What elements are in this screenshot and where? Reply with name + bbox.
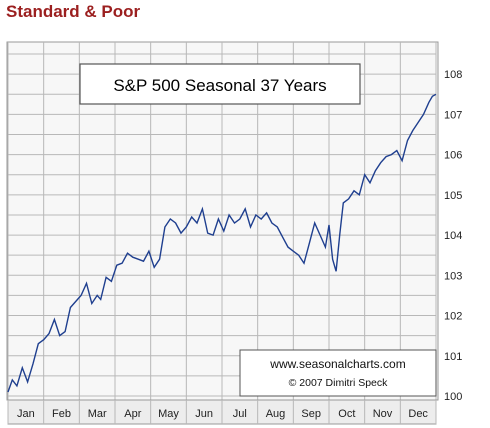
x-tick-label: May bbox=[158, 408, 179, 420]
y-tick-label: 103 bbox=[444, 270, 462, 282]
y-tick-label: 101 bbox=[444, 351, 462, 363]
x-tick-label: Jul bbox=[233, 408, 247, 420]
x-tick-label: Oct bbox=[338, 408, 355, 420]
x-tick-label: Nov bbox=[373, 408, 393, 420]
x-tick-label: Feb bbox=[52, 408, 71, 420]
x-tick-label: Aug bbox=[266, 408, 286, 420]
y-tick-label: 105 bbox=[444, 190, 462, 202]
x-axis-ticks: Jan Feb Mar Apr May Jun Jul Aug Sep Oct Nov Dec bbox=[17, 408, 428, 420]
chart-title: S&P 500 Seasonal 37 Years bbox=[113, 76, 326, 95]
y-tick-label: 108 bbox=[444, 69, 462, 81]
credit-author: © 2007 Dimitri Speck bbox=[289, 377, 389, 389]
y-tick-label: 102 bbox=[444, 311, 462, 323]
x-tick-label: Dec bbox=[408, 408, 428, 420]
x-axis-band bbox=[7, 399, 437, 425]
y-tick-label: 104 bbox=[444, 230, 462, 242]
y-tick-label: 100 bbox=[444, 391, 462, 403]
series-line bbox=[7, 93, 437, 393]
x-tick-label: Apr bbox=[124, 408, 141, 420]
credit-url: www.seasonalcharts.com bbox=[269, 357, 405, 371]
page-title: Standard & Poor bbox=[6, 2, 141, 21]
y-axis-ticks: 100 101 102 103 104 105 106 107 108 bbox=[444, 69, 462, 403]
x-tick-label: Sep bbox=[301, 408, 321, 420]
x-tick-label: Jan bbox=[17, 408, 35, 420]
chart-title-box bbox=[79, 63, 361, 105]
x-tick-label: Jun bbox=[195, 408, 213, 420]
y-tick-label: 106 bbox=[444, 150, 462, 162]
y-tick-label: 107 bbox=[444, 109, 462, 121]
credit-box bbox=[239, 349, 437, 397]
x-tick-label: Mar bbox=[88, 408, 107, 420]
